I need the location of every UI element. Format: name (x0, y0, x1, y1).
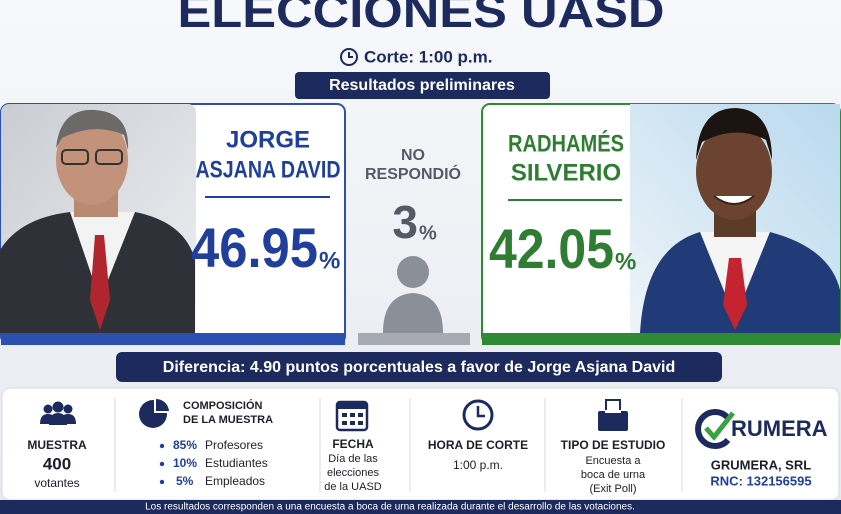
difference: Diferencia: 4.90 puntos porcentuales a f… (163, 359, 675, 376)
no-response-label: NO (401, 147, 425, 164)
percent-unit: % (419, 222, 437, 244)
cut-time: Corte: 1:00 p.m. (364, 47, 492, 66)
sample-title: MUESTRA (27, 438, 87, 452)
date-line: elecciones (327, 467, 379, 479)
percent-unit: % (615, 248, 636, 275)
subtitle: Resultados preliminares (329, 77, 515, 94)
candidate-card-right (481, 103, 841, 345)
ballot-box-icon (598, 399, 628, 431)
percent-unit: % (319, 247, 340, 274)
logo-mark (695, 409, 735, 449)
footer-bar (0, 500, 841, 514)
no-response-percent: 3 (392, 196, 418, 248)
composition-share: 10% (173, 456, 197, 470)
candidate-name: SILVERIO (511, 159, 621, 186)
candidate-name: RADHAMÉS (508, 129, 624, 157)
logo-text: RUMERA (731, 416, 828, 441)
study-line: boca de urna (581, 469, 646, 481)
no-response-label: RESPONDIÓ (365, 164, 461, 183)
candidate-card-left (0, 103, 346, 345)
pie-icon (139, 396, 172, 428)
date-line: Día de las (328, 453, 378, 465)
study-line: Encuesta a (585, 455, 641, 467)
study-title: TIPO DE ESTUDIO (561, 438, 666, 452)
composition-label: Estudiantes (205, 456, 268, 470)
candidate-percent: 42.05 (489, 217, 614, 280)
study-line: (Exit Poll) (589, 483, 636, 495)
composition-title: DE LA MUESTRA (183, 414, 273, 426)
person-icon (358, 256, 470, 345)
people-icon (40, 401, 76, 425)
cut-title: HORA DE CORTE (428, 438, 528, 452)
bullets (159, 443, 165, 485)
composition-share: 85% (173, 438, 197, 452)
sample-unit: votantes (34, 476, 79, 490)
clock-icon (462, 399, 494, 431)
difference-bar (116, 352, 722, 382)
clock-icon (340, 48, 358, 66)
info-dividers (114, 398, 683, 492)
composition-label: Empleados (205, 474, 265, 488)
candidate-name: JORGE (226, 126, 310, 153)
footer-note: Los resultados corresponden a una encues… (145, 502, 635, 513)
date-line: de la UASD (324, 481, 382, 493)
company-name: GRUMERA, SRL (711, 457, 811, 472)
composition-label: Profesores (205, 438, 263, 452)
subtitle-pill (295, 72, 550, 99)
company-rnc: RNC: 132156595 (710, 473, 811, 488)
composition-share: 5% (176, 474, 194, 488)
cut-value: 1:00 p.m. (453, 458, 503, 472)
composition-title: COMPOSICIÓN (183, 399, 263, 412)
candidate-name: ASJANA DAVID (196, 156, 341, 183)
candidate-percent: 46.95 (191, 216, 318, 279)
sample-value: 400 (43, 454, 71, 473)
title: ELECCIONES UASD (178, 0, 665, 37)
calendar-icon (335, 400, 369, 432)
date-title: FECHA (332, 437, 374, 451)
